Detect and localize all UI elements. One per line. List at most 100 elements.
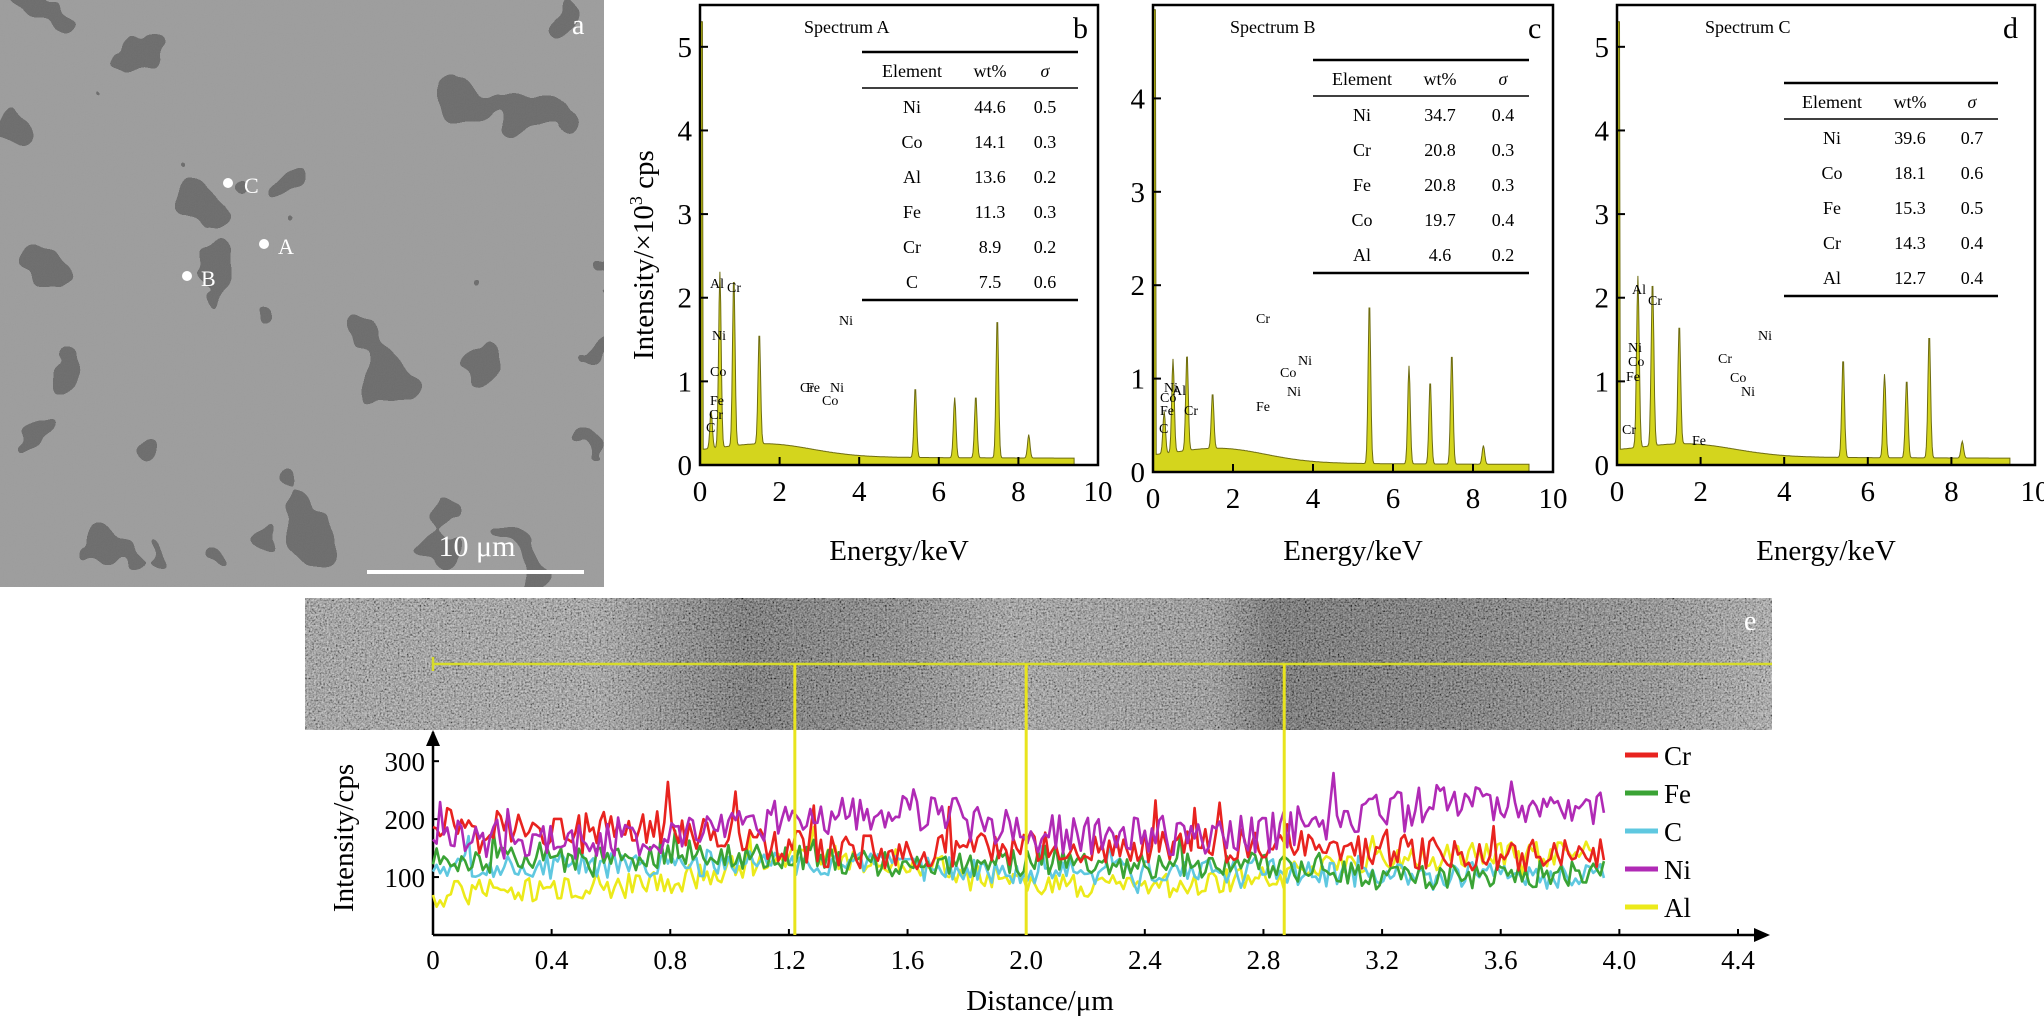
y-tick-label: 0 [1595,450,1610,482]
spectrum-title: Spectrum B [1230,17,1316,37]
peak-label: Cr [1622,423,1636,438]
peak-label: C [1159,422,1168,437]
table-cell: 0.5 [1961,198,1984,218]
x-tick-label: 3.2 [1365,945,1399,975]
table-cell: 0.3 [1492,140,1515,160]
y-tick-label: 5 [1595,32,1610,64]
point-label-c: C [244,173,259,198]
x-tick-label: 4.4 [1721,945,1755,975]
linescan-xlabel: Distance/μm [966,985,1114,1017]
table-header-cell: wt% [1894,92,1927,112]
table-header-cell: σ [1041,61,1051,81]
table-cell: 11.3 [975,202,1006,222]
y-tick-label: 3 [1595,199,1610,231]
panel-letter-b: b [1073,12,1088,45]
x-tick-label: 0 [693,476,708,508]
peak-label: Co [1280,366,1296,381]
y-tick-label: 1 [1131,364,1146,396]
table-cell: 15.3 [1894,198,1926,218]
table-header-cell: wt% [974,61,1007,81]
y-axis-arrow [426,730,440,746]
table-cell: 0.3 [1492,175,1515,195]
table-cell: 0.3 [1034,132,1057,152]
point-label-b: B [201,266,216,291]
peak-label: Ni [1741,385,1755,400]
spectrum-area [1616,21,2011,466]
x-tick-label: 4 [1306,483,1321,515]
x-tick-label: 0 [1610,476,1625,508]
table-cell: Cr [1823,233,1841,253]
table-cell: 0.4 [1492,105,1515,125]
peak-label: Al [710,277,724,292]
table-cell: 14.1 [974,132,1006,152]
spectrum-area [1152,9,1530,473]
table-header-cell: Element [882,61,942,81]
table-cell: 0.5 [1034,97,1057,117]
panel-letter-d: d [2003,12,2018,45]
table-cell: 20.8 [1424,175,1456,195]
table-header-cell: σ [1499,69,1509,89]
y-tick-label: 200 [385,805,426,835]
y-tick-label: 100 [385,863,426,893]
peak-label: Ni [1628,341,1642,356]
table-cell: 39.6 [1894,128,1926,148]
table-cell: Fe [1353,175,1371,195]
peak-label: Cr [1718,352,1732,367]
spectrum-ylabel: Intensity/×103 cps [626,150,660,360]
peak-label: Ni [1298,354,1312,369]
table-cell: 4.6 [1429,245,1452,265]
x-tick-label: 8 [1011,476,1026,508]
linescan-ylabel: Intensity/cps [328,764,360,912]
peak-label: Cr [709,408,723,423]
table-cell: 7.5 [979,272,1002,292]
table-cell: 0.3 [1034,202,1057,222]
scale-bar-label: 10 μm [439,530,516,563]
spectrum-xlabel: Energy/keV [1756,535,1896,567]
legend-label-ni: Ni [1664,855,1691,885]
x-tick-label: 0 [426,945,440,975]
peak-label: C [706,421,715,436]
y-tick-label: 2 [1595,283,1610,315]
table-cell: 14.3 [1894,233,1926,253]
point-marker-b [182,271,192,281]
table-cell: 0.2 [1492,245,1515,265]
table-cell: Fe [1823,198,1841,218]
table-cell: Al [1353,245,1371,265]
table-cell: 34.7 [1424,105,1456,125]
series-line-fe [431,829,1606,891]
table-cell: 13.6 [974,167,1006,187]
peak-label: Fe [1626,370,1640,385]
peak-label: Cr [1184,404,1198,419]
x-tick-label: 2.8 [1247,945,1281,975]
x-tick-label: 2 [1693,476,1708,508]
panel-letter-c: c [1528,12,1541,45]
table-cell: Cr [903,237,921,257]
spectrum-area [699,21,1075,466]
table-cell: Co [901,132,922,152]
peak-label: Ni [839,314,853,329]
series-line-ni [432,771,1606,860]
x-tick-label: 10 [1539,483,1568,515]
composition-table: Element wt% σ Ni 44.6 0.5 Co 14.1 0.3 Al 13.6 0.2 Fe… [862,50,1078,302]
x-tick-label: 4 [1777,476,1792,508]
composition-table: Element wt% σ Ni 39.6 0.7 Co 18.1 0.6 Fe 15.3 0.5 Cr… [1784,81,1998,298]
table-cell: 19.7 [1424,210,1456,230]
table-cell: 0.2 [1034,167,1057,187]
table-cell: 20.8 [1424,140,1456,160]
spectrum-panel-b: 0 2 4 6 8 10 0 1 2 3 4 5 Spectrum A b Element wt% σ Ni 44.… [678,3,1113,567]
point-marker-c [223,178,233,188]
sem-grain-overlay [0,0,604,587]
y-tick-label: 3 [1131,177,1146,209]
table-cell: 18.1 [1894,163,1926,183]
panel-letter-e: e [1744,606,1756,637]
y-tick-label: 0 [678,450,693,482]
peak-label: Cr [800,381,814,396]
y-tick-label: 300 [385,747,426,777]
peak-label: Al [1172,384,1186,399]
linescan-image-panel: e [305,598,1772,730]
x-tick-label: 4 [852,476,867,508]
peak-label: Cr [727,281,741,296]
x-tick-label: 10 [2021,476,2044,508]
